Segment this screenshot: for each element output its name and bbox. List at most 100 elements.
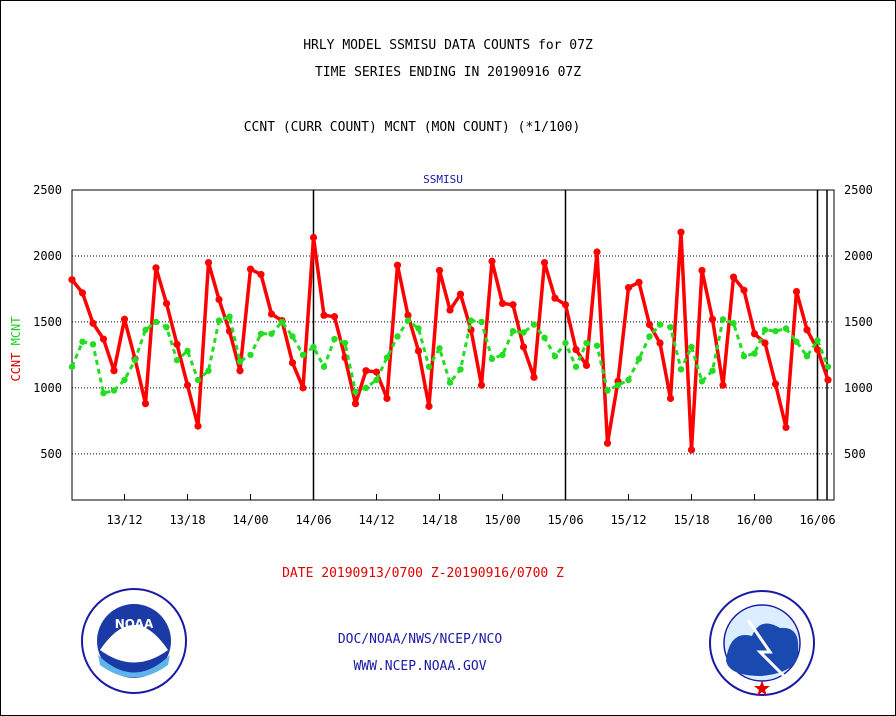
data-point-mcnt <box>751 350 758 357</box>
data-point-mcnt <box>373 376 380 384</box>
data-point-ccnt <box>803 326 811 334</box>
data-point-mcnt <box>289 333 296 340</box>
data-point-mcnt <box>719 316 727 323</box>
data-point-mcnt <box>709 367 716 374</box>
data-point-ccnt <box>519 343 528 351</box>
footer-url[interactable]: WWW.NCEP.NOAA.GOV <box>353 659 487 674</box>
data-point-ccnt <box>740 286 748 294</box>
data-point-ccnt <box>824 376 832 384</box>
data-point-ccnt <box>551 294 559 302</box>
data-point-mcnt <box>320 363 328 370</box>
data-point-mcnt <box>667 323 674 331</box>
data-point-mcnt <box>467 317 475 324</box>
data-point-ccnt <box>215 295 223 304</box>
data-point-ccnt <box>540 258 549 267</box>
data-point-mcnt <box>520 329 527 336</box>
data-point-ccnt <box>425 402 433 410</box>
x-axis-date-range: DATE 20190913/0700 Z-20190916/0700 Z <box>282 566 564 581</box>
data-point-mcnt <box>404 317 412 324</box>
data-point-ccnt <box>393 261 402 269</box>
data-point-mcnt <box>100 389 107 397</box>
nws-logo-lightning <box>746 619 786 678</box>
data-point-mcnt <box>268 330 275 337</box>
data-point-ccnt <box>362 367 370 375</box>
data-point-mcnt <box>698 378 706 385</box>
data-point-ccnt <box>309 233 318 242</box>
x-tick-label: 14/00 <box>232 513 268 527</box>
data-point-ccnt <box>257 270 265 279</box>
data-point-ccnt <box>666 394 675 403</box>
data-point-mcnt <box>121 376 128 384</box>
data-point-ccnt <box>173 340 181 348</box>
data-point-mcnt <box>625 376 632 384</box>
y-axis-label-mcnt: MCNT <box>9 316 23 345</box>
y-axis-label-ccnt: CCNT <box>9 345 23 381</box>
data-point-mcnt <box>614 382 622 389</box>
data-point-mcnt <box>824 363 832 370</box>
data-point-ccnt <box>530 373 538 381</box>
y-tick-label-right: 1500 <box>844 315 873 329</box>
data-point-ccnt <box>561 301 570 309</box>
y-tick-label-right: 2500 <box>844 183 873 197</box>
panel-label: SSMISU <box>423 173 463 186</box>
data-point-ccnt <box>110 367 118 375</box>
data-point-mcnt <box>656 321 664 328</box>
data-point-mcnt <box>247 351 254 359</box>
data-point-ccnt <box>246 265 255 273</box>
y-axis-label: CCNT MCNT <box>9 316 23 381</box>
data-point-mcnt <box>551 353 559 360</box>
series-line-ccnt <box>70 230 830 452</box>
data-point-mcnt <box>541 334 548 341</box>
y-tick-label-right: 500 <box>844 447 866 461</box>
data-point-ccnt <box>593 248 601 256</box>
data-point-ccnt <box>456 290 465 298</box>
data-point-ccnt <box>698 266 706 275</box>
x-tick-label: 13/18 <box>169 513 205 527</box>
data-point-mcnt <box>530 321 538 328</box>
data-point-mcnt <box>310 343 317 351</box>
data-point-ccnt <box>288 359 297 367</box>
data-point-mcnt <box>646 333 653 340</box>
data-point-mcnt <box>362 384 370 392</box>
data-point-mcnt <box>131 356 139 364</box>
data-point-ccnt <box>330 313 339 321</box>
data-point-ccnt <box>719 381 727 389</box>
data-point-ccnt <box>236 367 244 375</box>
data-point-mcnt <box>761 326 769 334</box>
data-point-mcnt <box>814 337 821 344</box>
data-point-mcnt <box>163 323 170 331</box>
data-point-ccnt <box>99 335 108 343</box>
data-point-mcnt <box>89 341 97 348</box>
y-tick-label-left: 500 <box>40 447 62 461</box>
nws-logo-star <box>754 680 770 696</box>
data-point-ccnt <box>635 278 643 286</box>
noaa-logo: NOAA <box>81 588 187 694</box>
data-point-mcnt <box>740 353 748 360</box>
nws-logo-cloud <box>726 623 799 676</box>
data-point-mcnt <box>194 376 202 384</box>
data-point-ccnt <box>89 319 97 327</box>
data-point-ccnt <box>792 287 801 296</box>
data-point-ccnt <box>162 299 171 308</box>
data-point-mcnt <box>152 318 160 326</box>
data-point-mcnt <box>572 363 580 370</box>
data-point-mcnt <box>782 325 790 332</box>
footer-org[interactable]: DOC/NOAA/NWS/NCEP/NCO <box>337 632 503 647</box>
data-point-ccnt <box>488 257 496 265</box>
data-point-mcnt <box>341 339 349 347</box>
noaa-logo-text: NOAA <box>115 617 154 631</box>
data-point-ccnt <box>372 368 381 376</box>
data-point-ccnt <box>152 264 160 272</box>
x-tick-label: 15/00 <box>484 513 520 527</box>
data-point-mcnt <box>457 366 464 373</box>
data-point-ccnt <box>729 273 738 281</box>
data-point-ccnt <box>404 311 412 319</box>
data-point-ccnt <box>204 258 213 267</box>
data-point-mcnt <box>184 347 191 355</box>
x-tick-label: 16/00 <box>736 513 772 527</box>
data-point-mcnt <box>803 353 811 360</box>
data-point-mcnt <box>68 363 76 370</box>
data-point-mcnt <box>604 387 611 394</box>
data-point-ccnt <box>509 301 517 309</box>
data-point-mcnt <box>425 363 433 370</box>
